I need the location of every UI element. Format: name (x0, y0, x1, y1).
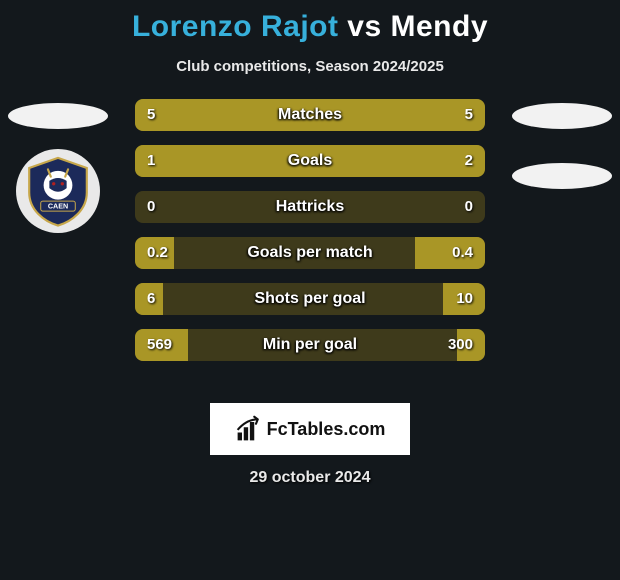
bar-row: Goals per match0.20.4 (135, 237, 485, 269)
player-left-photo-placeholder (8, 103, 108, 129)
player-right-column (512, 103, 612, 189)
bar-row: Goals12 (135, 145, 485, 177)
player-left-column: CAEN (8, 103, 108, 233)
bar-fill-right (244, 145, 486, 177)
player-right-photo-placeholder (512, 103, 612, 129)
bar-fill-right (443, 283, 485, 315)
bar-row: Matches55 (135, 99, 485, 131)
subtitle: Club competitions, Season 2024/2025 (0, 58, 620, 75)
bar-fill-left (135, 99, 310, 131)
attribution-badge: FcTables.com (210, 403, 410, 455)
bar-label: Shots per goal (135, 283, 485, 315)
caen-badge-icon: CAEN (22, 155, 94, 227)
bar-row: Shots per goal610 (135, 283, 485, 315)
fctables-logo-icon (235, 415, 263, 443)
bar-fill-right (457, 329, 485, 361)
attribution-text: FcTables.com (267, 419, 386, 440)
bar-fill-left (135, 237, 174, 269)
bar-fill-left (135, 145, 244, 177)
page-title: Lorenzo Rajot vs Mendy (0, 0, 620, 44)
bar-label: Min per goal (135, 329, 485, 361)
bars-container: Matches55 Goals12 Hattricks0 0 Goals per mat… (135, 99, 485, 361)
svg-text:CAEN: CAEN (48, 202, 68, 211)
bar-fill-right (310, 99, 485, 131)
bar-row: Min per goal569300 (135, 329, 485, 361)
bar-value-left: 0 (147, 191, 155, 223)
footer-date: 29 october 2024 (0, 469, 620, 487)
bar-fill-left (135, 283, 163, 315)
player-right-club-placeholder (512, 163, 612, 189)
bar-fill-left (135, 329, 188, 361)
player-left-club-badge: CAEN (16, 149, 100, 233)
bar-fill-right (415, 237, 485, 269)
bar-label: Hattricks (135, 191, 485, 223)
bar-row: Hattricks0 0 (135, 191, 485, 223)
bar-value-right: 0 (465, 191, 473, 223)
